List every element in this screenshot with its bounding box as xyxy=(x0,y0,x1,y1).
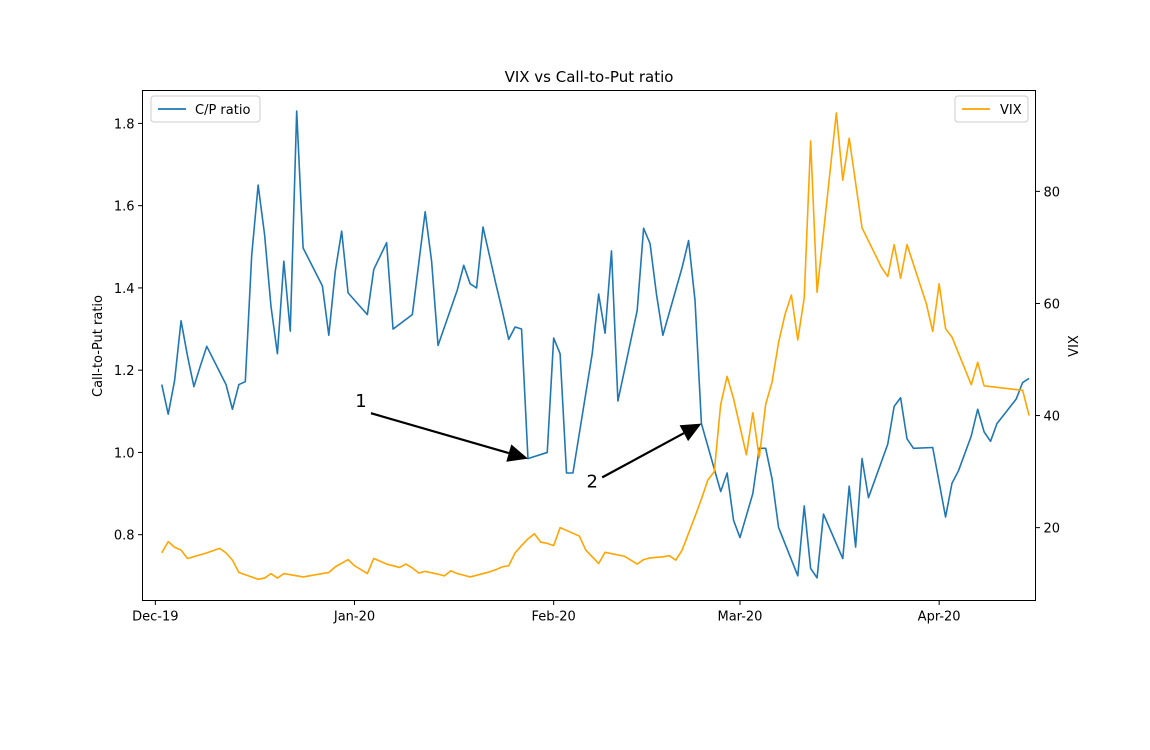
y-left-tick-label: 1.2 xyxy=(114,364,135,379)
x-tick-label: Dec-19 xyxy=(132,610,178,625)
legend-box xyxy=(150,95,261,123)
y-right-tick-label: 60 xyxy=(1044,297,1061,312)
legend-label: VIX xyxy=(1000,103,1022,118)
axes: Dec-19 Jan-20 Feb-20 Mar-20 Apr-20 0.8 1.0 1.2 1… xyxy=(114,117,1060,624)
legends: C/P ratio VIX xyxy=(150,95,1029,123)
y-left-tick-label: 1.0 xyxy=(114,446,135,461)
series-line-vix xyxy=(161,112,1030,580)
legend-label: C/P ratio xyxy=(195,103,250,118)
annotation-label-2: 2 xyxy=(586,471,597,492)
y-right-tick-label: 80 xyxy=(1044,185,1061,200)
y-left-tick-label: 0.8 xyxy=(114,529,135,544)
x-tick-label: Apr-20 xyxy=(918,610,961,625)
annotation-arrow-shaft-1 xyxy=(370,412,510,455)
annotation-label-1: 1 xyxy=(355,391,366,412)
annotation-arrow-shaft-2 xyxy=(601,432,685,479)
x-tick-label: Mar-20 xyxy=(718,610,763,625)
y-left-tick-label: 1.4 xyxy=(114,282,135,297)
chart-title: VIX vs Call-to-Put ratio xyxy=(505,68,674,86)
annotations: 12 xyxy=(355,391,702,492)
x-tick-label: Feb-20 xyxy=(532,610,576,625)
y-left-tick-label: 1.8 xyxy=(114,117,135,132)
y-left-tick-label: 1.6 xyxy=(114,200,135,215)
series-line-c-p-ratio xyxy=(160,110,1030,579)
x-tick-label: Jan-20 xyxy=(333,610,375,625)
legend-box xyxy=(954,95,1029,123)
y-axis-label-left: Call-to-Put ratio xyxy=(91,295,106,397)
plot-area xyxy=(160,110,1030,580)
annotation-arrow-head-2 xyxy=(679,423,702,442)
y-axis-label-right: VIX xyxy=(1067,335,1082,357)
annotation-arrow-head-1 xyxy=(506,444,528,462)
plot-frame xyxy=(142,90,1036,601)
y-right-tick-label: 40 xyxy=(1044,410,1061,425)
y-right-tick-label: 20 xyxy=(1044,522,1061,537)
